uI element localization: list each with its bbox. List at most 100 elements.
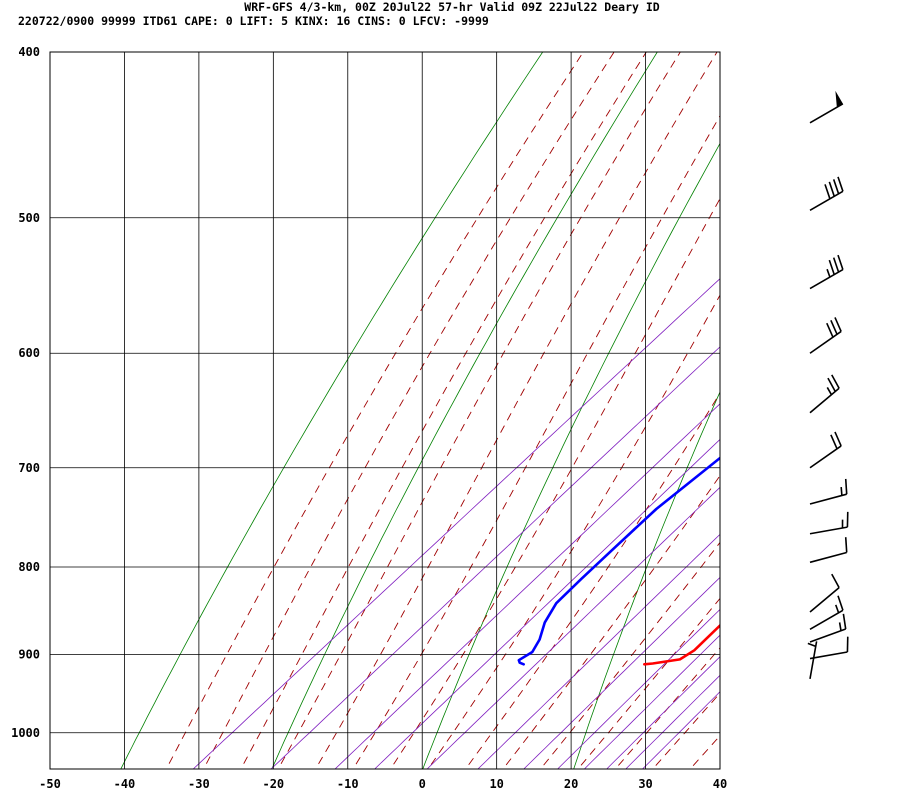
moist-adiabat [614, 647, 720, 769]
mixing-ratio-line [477, 533, 720, 769]
barb-staff [809, 445, 842, 469]
wind-barb [809, 431, 842, 469]
moist-adiabat [277, 52, 681, 769]
mixing-ratio-line [583, 634, 720, 769]
temperature-tick-label: -10 [337, 777, 359, 791]
barb-full [830, 434, 838, 450]
barb-half [834, 604, 840, 614]
mixing-ratio-line [334, 403, 720, 769]
grid [50, 52, 720, 769]
dry-adiabat [120, 52, 544, 769]
barb-full [837, 176, 844, 192]
pressure-tick-label: 800 [18, 560, 40, 574]
mixing-ratio-line [557, 608, 720, 769]
moist-adiabat [539, 541, 720, 769]
temperature-tick-label: 20 [564, 777, 578, 791]
wind-barb [807, 641, 818, 679]
barb-half [840, 487, 843, 496]
barb-staff [809, 586, 840, 613]
wind-barb [809, 613, 847, 643]
barb-full [837, 595, 844, 611]
moist-adiabat [389, 197, 720, 769]
mixing-ratio-line [426, 486, 720, 769]
temperature-tick-label: 0 [419, 777, 426, 791]
barb-full [842, 613, 847, 630]
barb-full [828, 259, 836, 275]
barb-full [827, 377, 836, 392]
mixing-ratio-line [606, 656, 720, 769]
barb-full [831, 374, 840, 389]
profiles [517, 456, 720, 666]
wind-barb [809, 176, 844, 212]
barb-full [824, 184, 831, 200]
temperature-tick-labels: -50 -40 -30 -20 -10 0 10 20 30 40 [39, 777, 727, 791]
wind-barbs [807, 90, 849, 679]
pressure-tick-labels: 400 500 600 700 800 900 1000 [11, 45, 40, 740]
wind-barb [809, 537, 848, 564]
pressure-tick-label: 1000 [11, 726, 40, 740]
background-lines [120, 14, 900, 776]
dry-adiabat [723, 14, 900, 776]
mixing-ratio-line [641, 691, 720, 769]
dry-adiabat [271, 52, 658, 769]
moist-adiabat [165, 52, 584, 769]
wind-barb [809, 511, 849, 535]
mixing-ratio-line [270, 346, 720, 769]
pressure-tick-label: 500 [18, 211, 40, 225]
barb-staff [809, 268, 844, 290]
temperature-tick-label: -50 [39, 777, 61, 791]
plot-frame [49, 51, 721, 770]
barb-half [807, 642, 817, 648]
barb-full [832, 257, 840, 273]
barb-full [826, 322, 834, 338]
barb-pennant [835, 90, 843, 108]
dewpoint-profile [517, 456, 720, 666]
barb-staff [809, 628, 846, 643]
barb-half [838, 622, 842, 631]
header-line-2: 220722/0900 99999 ITD61 CAPE: 0 LIFT: 5 … [18, 14, 489, 28]
barb-staff [809, 609, 844, 630]
temperature-tick-label: 10 [489, 777, 503, 791]
dry-adiabat [422, 142, 720, 769]
header-line-1: WRF-GFS 4/3-km, 00Z 20Jul22 57-hr Valid … [244, 0, 659, 14]
barb-staff [809, 651, 848, 660]
pressure-tick-label: 700 [18, 461, 40, 475]
barb-full [844, 537, 848, 553]
temperature-tick-label: 40 [713, 777, 727, 791]
mixing-ratio-line [374, 438, 720, 769]
barb-full [844, 478, 848, 495]
wind-barb [809, 478, 848, 505]
wind-barb [809, 636, 849, 660]
pressure-tick-label: 900 [18, 647, 40, 661]
wind-barb [809, 90, 844, 124]
barb-half [826, 387, 833, 396]
temperature-tick-label: -20 [262, 777, 284, 791]
mixing-ratio-line [192, 278, 720, 769]
moist-adiabat [240, 52, 647, 769]
wind-barb [809, 595, 844, 630]
mixing-ratio-line [523, 576, 720, 769]
temperature-tick-label: -30 [188, 777, 210, 791]
temperature-profile [643, 623, 720, 666]
barb-staff [809, 641, 818, 679]
moist-adiabat [352, 114, 720, 769]
mixing-ratio-line [625, 674, 720, 769]
barb-full [828, 181, 836, 197]
moist-adiabat [502, 474, 720, 769]
barb-full [834, 431, 842, 447]
moist-adiabat [689, 735, 720, 769]
moist-adiabat [202, 52, 615, 769]
barb-staff [809, 190, 844, 212]
barb-full [830, 319, 838, 335]
barb-staff [809, 330, 842, 354]
wind-barb [809, 254, 844, 290]
moist-adiabat [427, 294, 720, 769]
dry-adiabat [874, 14, 900, 776]
wind-barb [809, 317, 842, 354]
barb-full [837, 254, 844, 270]
barb-half [826, 268, 831, 278]
barb-full [832, 179, 840, 195]
wind-barb [809, 573, 840, 613]
moist-adiabat [577, 597, 720, 769]
